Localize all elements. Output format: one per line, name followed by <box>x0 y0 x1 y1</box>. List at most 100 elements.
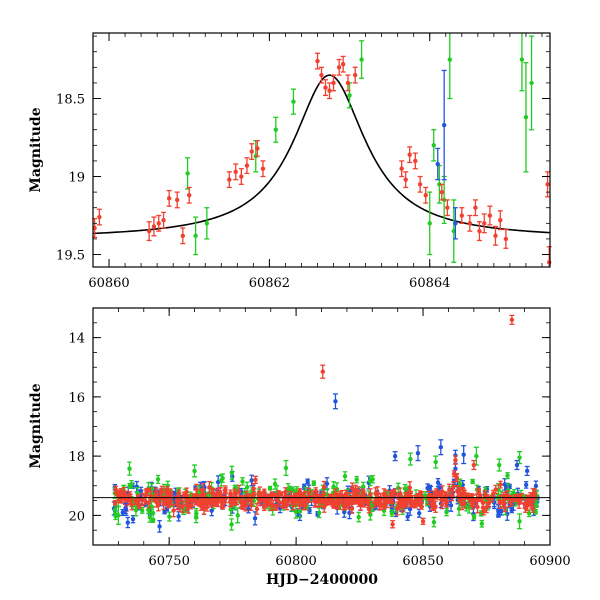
top-x-tick-label: 60860 <box>88 276 129 291</box>
data-point <box>185 171 190 176</box>
data-point <box>347 93 352 98</box>
data-point <box>291 99 296 104</box>
data-point <box>368 512 373 517</box>
data-point <box>444 509 449 515</box>
data-point <box>474 453 479 459</box>
data-point <box>204 505 210 510</box>
data-point <box>176 514 181 519</box>
data-point <box>471 462 477 468</box>
data-point <box>146 228 152 234</box>
data-point <box>118 497 124 502</box>
data-point <box>461 492 466 497</box>
data-point <box>498 218 503 223</box>
data-point <box>333 490 338 496</box>
data-point <box>313 500 319 505</box>
data-point <box>505 473 510 478</box>
data-point <box>439 189 444 195</box>
data-point <box>256 493 262 498</box>
data-point <box>239 174 244 179</box>
data-point <box>236 489 242 494</box>
data-point <box>317 510 322 515</box>
data-point <box>127 483 132 489</box>
data-point <box>146 500 152 505</box>
data-point <box>150 510 156 516</box>
data-point <box>127 466 132 471</box>
data-point <box>482 221 487 226</box>
bottom-x-tick-label: 60800 <box>275 554 316 569</box>
data-point <box>281 503 286 508</box>
data-point <box>162 497 167 502</box>
data-point <box>185 499 190 504</box>
bottom-y-tick-label: 18 <box>68 450 85 465</box>
data-point <box>192 468 197 474</box>
data-point <box>476 488 481 493</box>
data-point <box>435 161 440 167</box>
data-point <box>433 459 438 465</box>
data-point <box>229 470 235 475</box>
data-point <box>214 491 220 497</box>
data-point <box>475 504 480 510</box>
data-point <box>509 499 514 504</box>
data-point <box>519 57 525 62</box>
data-point <box>329 494 334 500</box>
data-point <box>445 205 450 210</box>
data-point <box>516 501 522 506</box>
data-point <box>321 484 327 490</box>
data-point <box>130 517 136 522</box>
data-point <box>430 499 435 505</box>
data-point <box>447 57 452 62</box>
data-point <box>146 507 151 513</box>
data-point <box>425 485 430 491</box>
data-point <box>407 485 413 490</box>
data-point <box>530 506 536 512</box>
data-point <box>161 218 166 223</box>
data-point <box>135 490 140 496</box>
data-point <box>346 500 351 506</box>
data-point <box>283 465 289 471</box>
data-point <box>497 462 502 468</box>
data-point <box>435 480 441 485</box>
data-point <box>187 193 192 198</box>
data-point <box>439 502 445 507</box>
bottom-y-tick-label: 20 <box>68 509 85 524</box>
data-point <box>526 511 532 516</box>
data-point <box>276 499 282 505</box>
data-point <box>235 513 240 518</box>
bottom-y-axis-title: Magnitude <box>28 383 44 468</box>
data-point <box>177 504 183 509</box>
data-point <box>497 499 502 505</box>
top-y-tick-label: 19.5 <box>56 249 85 264</box>
data-point <box>221 500 227 506</box>
data-point <box>470 479 475 484</box>
data-point <box>120 510 125 515</box>
data-point <box>184 489 189 495</box>
data-point <box>419 504 424 509</box>
top-panel-marks <box>92 33 552 267</box>
data-point <box>479 521 485 526</box>
data-point <box>545 182 550 187</box>
data-point <box>228 491 233 496</box>
data-point <box>112 507 118 512</box>
bottom-x-tick-label: 60900 <box>529 554 570 569</box>
data-point <box>382 504 387 509</box>
data-point <box>487 213 493 218</box>
data-point <box>399 166 404 171</box>
data-point <box>352 72 358 78</box>
top-y-axis-title: Magnitude <box>28 107 44 192</box>
data-point <box>233 169 238 175</box>
data-point <box>249 149 254 154</box>
data-point <box>474 497 479 503</box>
data-point <box>400 497 406 503</box>
data-point <box>484 505 489 510</box>
data-point <box>366 500 371 505</box>
data-point <box>267 497 273 503</box>
data-point <box>196 498 202 504</box>
data-point <box>166 196 172 201</box>
bottom-y-tick-label: 16 <box>68 391 85 406</box>
data-point <box>240 479 245 484</box>
data-point <box>167 514 172 519</box>
data-point <box>327 88 332 93</box>
data-point <box>264 502 270 507</box>
data-point <box>124 498 130 504</box>
